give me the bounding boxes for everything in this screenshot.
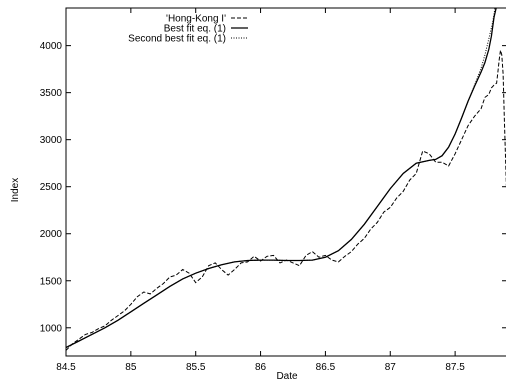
- y-tick-label: 3500: [40, 88, 63, 99]
- y-tick-label: 2500: [40, 182, 63, 193]
- series-layer: [66, 8, 506, 351]
- plot-frame: [65, 7, 506, 357]
- series-line-3: [66, 8, 496, 348]
- axis-ticks: 84.5 85 85.5 86 86.5 87 87.5 1000 1500 2000 2500 30…: [40, 8, 506, 373]
- series-line-1: [66, 50, 506, 351]
- x-axis-label: Date: [276, 371, 298, 381]
- y-tick-label: 1000: [40, 323, 63, 334]
- y-tick-label: 1500: [40, 276, 63, 287]
- y-axis-label: Index: [10, 178, 21, 202]
- y-tick-label: 4000: [40, 41, 63, 52]
- x-tick-label: 86: [255, 362, 267, 373]
- x-tick-label: 85: [125, 362, 137, 373]
- x-tick-label: 84.5: [56, 362, 76, 373]
- legend: 'Hong-Kong I'Best fit eq. (1)Second best…: [128, 14, 248, 45]
- legend-label: Best fit eq. (1): [164, 24, 226, 35]
- legend-label: 'Hong-Kong I': [166, 14, 226, 25]
- legend-label: Second best fit eq. (1): [128, 34, 226, 45]
- x-tick-label: 85.5: [186, 362, 206, 373]
- x-tick-label: 87.5: [445, 362, 465, 373]
- x-tick-label: 86.5: [316, 362, 336, 373]
- y-tick-label: 3000: [40, 135, 63, 146]
- series-line-2: [66, 8, 497, 349]
- x-tick-label: 87: [385, 362, 397, 373]
- y-tick-label: 2000: [40, 229, 63, 240]
